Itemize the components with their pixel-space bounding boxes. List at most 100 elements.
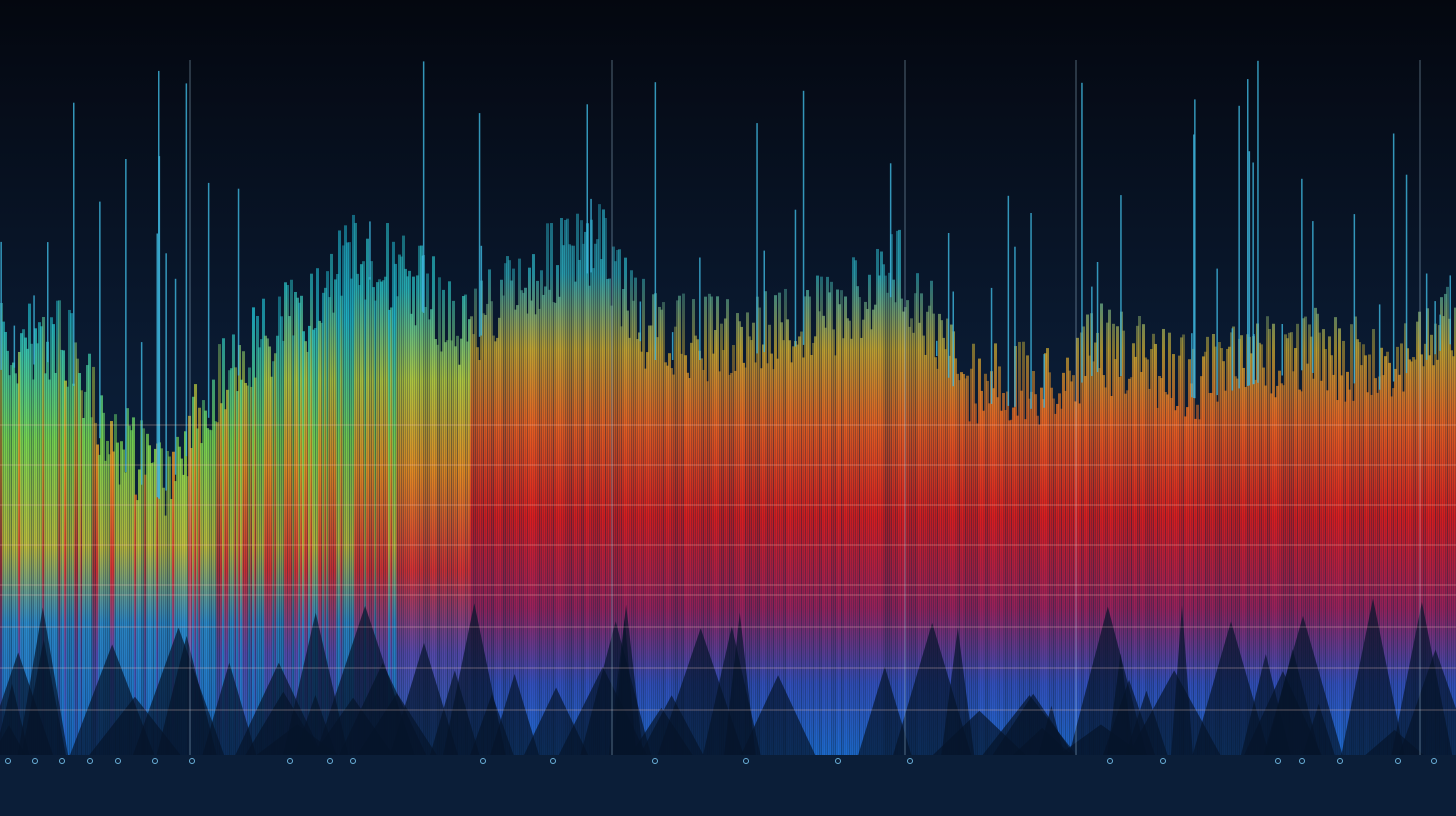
spike <box>1120 195 1122 376</box>
spectrum-bar <box>752 322 755 755</box>
spectrum-bar <box>1270 393 1273 755</box>
spectrum-bar <box>1128 378 1131 755</box>
spike <box>1231 328 1234 391</box>
spectrum-bar <box>1404 323 1407 755</box>
spectrum-bar <box>0 303 3 755</box>
spectrum-bar <box>254 377 257 755</box>
spectrum-bar <box>1370 394 1373 755</box>
spectrum-bar <box>890 234 893 755</box>
spectrum-bar <box>520 290 523 755</box>
spike <box>1091 286 1093 376</box>
spike <box>1392 133 1395 382</box>
spectrum-bar <box>826 276 829 755</box>
spectrum-bar <box>1076 337 1079 755</box>
spectrum-bar <box>534 314 537 755</box>
spectrum-bar <box>1324 349 1327 755</box>
spectrum-bar <box>564 219 567 756</box>
spectrum-bar <box>706 381 709 755</box>
spectrum-bar <box>940 320 943 755</box>
spectrum-bar <box>844 296 847 755</box>
spectrum-bar <box>486 303 489 755</box>
spectrum-bar <box>76 358 79 755</box>
spectrum-bar <box>656 337 659 755</box>
spectrum-bar <box>678 295 681 755</box>
spectrum-bar <box>1114 359 1117 755</box>
spectrum-bar <box>1266 316 1269 755</box>
spectrum-bar <box>216 422 219 755</box>
spectrum-bar <box>40 326 43 755</box>
spike <box>671 332 674 360</box>
spectrum-bar <box>856 286 859 755</box>
spectrum-bar <box>612 246 615 755</box>
spectrum-bar <box>1228 346 1231 755</box>
spike <box>1030 213 1032 409</box>
spike <box>802 90 805 345</box>
spectrum-bar <box>8 375 11 755</box>
spectrum-bar <box>778 292 781 755</box>
base-mark <box>1337 758 1343 764</box>
spectrum-bar <box>780 322 783 755</box>
spectrum-bar <box>408 270 411 755</box>
spectrum-bar <box>414 325 417 755</box>
spectrum-bar <box>442 289 445 755</box>
spectrum-bar <box>1218 342 1221 755</box>
spectrum-bar <box>184 431 187 755</box>
spectrum-bar <box>736 313 739 755</box>
spectrum-bar <box>1012 407 1015 755</box>
spectrum-bar <box>994 343 997 755</box>
spectrum-bar <box>464 294 467 755</box>
spectrum-bar <box>944 349 947 755</box>
spectrum-bar <box>1142 324 1145 755</box>
spectrum-bar <box>22 329 25 755</box>
spectrum-bar <box>248 367 251 755</box>
spectrum-bar <box>720 323 723 755</box>
spectrum-bar <box>654 293 657 755</box>
spectrum-bar <box>412 276 415 755</box>
spectrum-bar <box>242 351 245 755</box>
spike <box>1425 273 1428 360</box>
spectrum-bar <box>1310 336 1313 755</box>
spectrum-bar <box>1230 332 1233 755</box>
spectrum-bar <box>892 279 895 755</box>
spectrum-bar <box>630 270 633 755</box>
spectrum-bar <box>226 389 229 755</box>
spectrum-bar <box>1414 359 1417 755</box>
spectrum-bar <box>760 368 763 755</box>
spectrum-bar <box>462 296 465 755</box>
spectrum-bar <box>988 403 991 755</box>
spectrum-bar <box>1292 371 1295 755</box>
spectrum-bar <box>104 460 107 755</box>
spectrum-bar <box>776 358 779 755</box>
spectrum-bar <box>1018 341 1021 755</box>
spectrum-bar <box>1090 313 1093 755</box>
spectrum-bar <box>446 340 449 755</box>
spectrum-bar <box>1150 349 1153 755</box>
spectrum-bar <box>840 290 843 755</box>
spectrum-bar <box>188 415 191 755</box>
spectrum-bar <box>1294 348 1297 755</box>
spectrum-bar <box>152 462 155 755</box>
spectrum-bar <box>580 220 583 755</box>
spectrum-bar <box>1222 361 1225 755</box>
spectrum-bar <box>684 355 687 755</box>
spectrum-bar <box>286 284 289 755</box>
spectrum-bar <box>846 318 849 755</box>
spike <box>1194 99 1196 399</box>
spectrum-bar <box>172 451 175 755</box>
spectrum-bar <box>316 268 319 755</box>
spectrum-bar <box>914 293 917 755</box>
spectrum-bar <box>1238 338 1241 755</box>
spectrum-bar <box>502 295 505 755</box>
spectrum-bar <box>548 289 551 755</box>
spectrum-bar <box>1110 395 1113 755</box>
spectrum-bar <box>786 319 789 755</box>
spectrum-bar <box>1214 346 1217 755</box>
spectrum-bar <box>208 429 211 755</box>
spectrum-bar <box>1418 311 1421 755</box>
spectrum-bar <box>378 279 381 755</box>
spectrum-bar <box>902 311 905 755</box>
spectrum-bar <box>500 279 503 755</box>
spectrum-bar <box>250 386 253 755</box>
shadow-peak <box>941 627 975 755</box>
spectrum-bar <box>1410 361 1413 755</box>
